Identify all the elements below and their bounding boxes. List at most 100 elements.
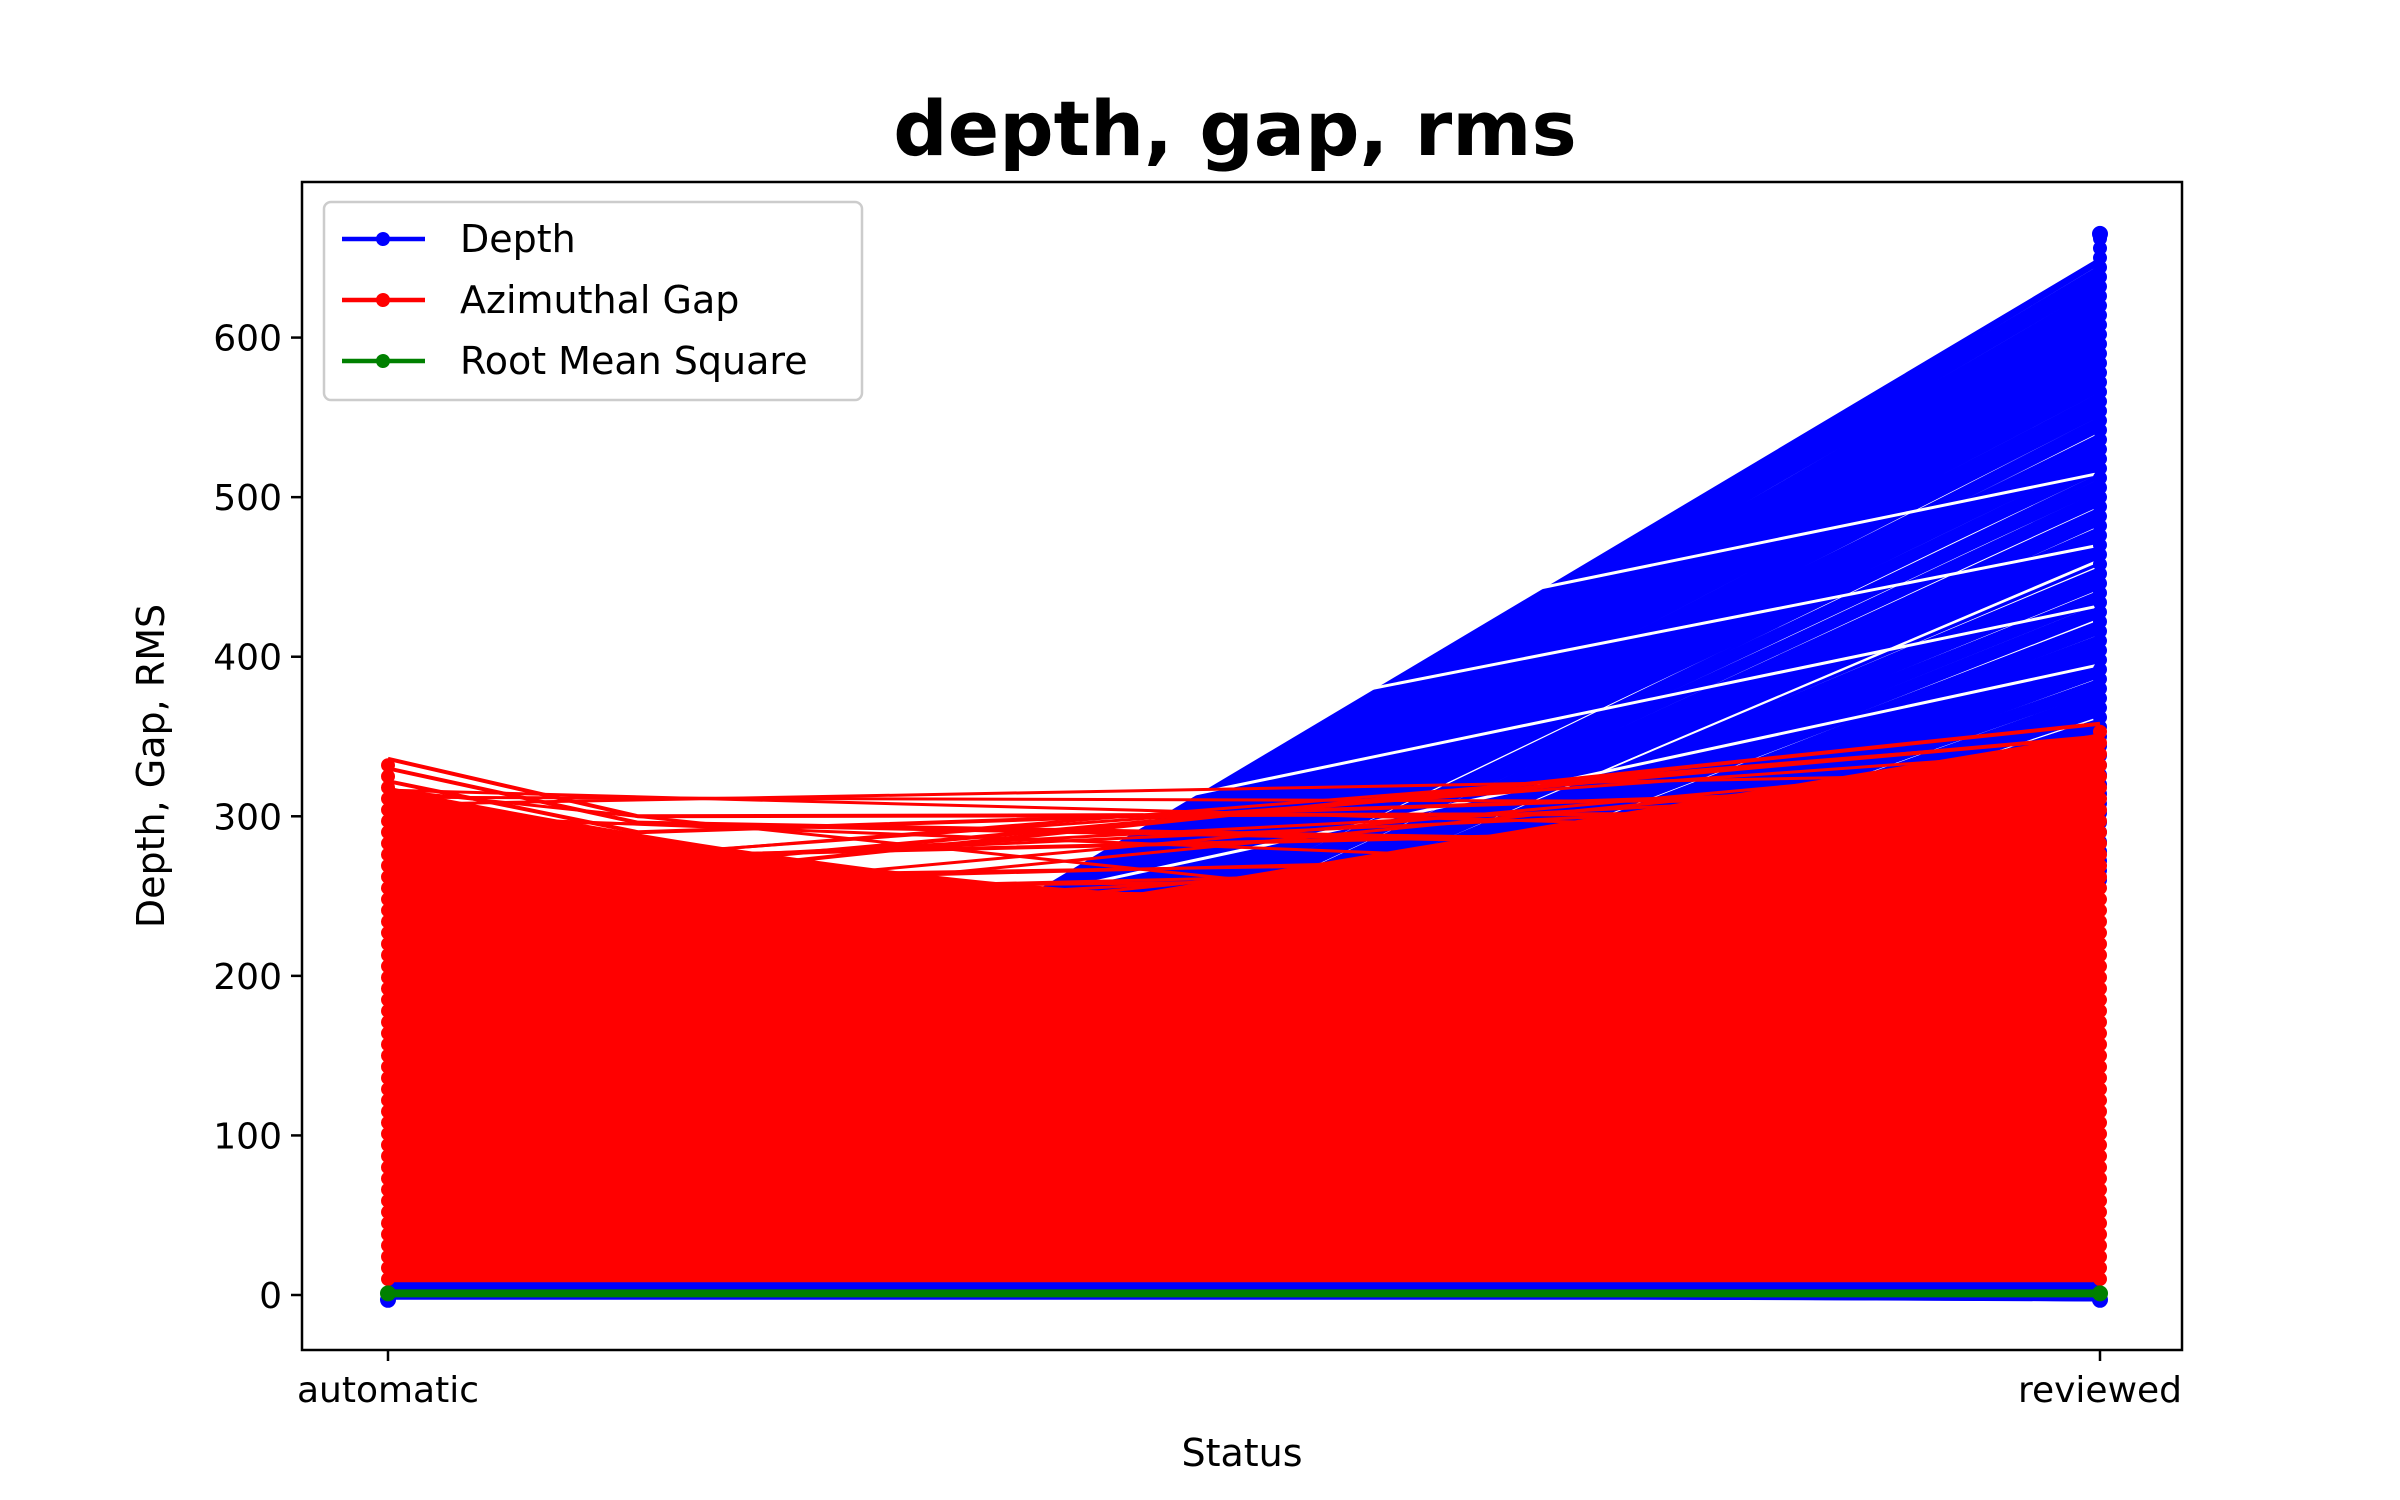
gap-line bbox=[387, 846, 2101, 1106]
gap-point bbox=[381, 1082, 395, 1097]
y-tick-label-600: 600 bbox=[213, 319, 282, 360]
depth-point bbox=[2093, 298, 2107, 313]
depth-point bbox=[2092, 225, 2108, 242]
gap-line bbox=[387, 838, 2101, 1262]
gap-point bbox=[2093, 936, 2107, 951]
y-tick-label-300: 300 bbox=[213, 797, 282, 838]
plot-area bbox=[302, 182, 2182, 1350]
gap-line bbox=[387, 950, 2101, 1226]
gap-line bbox=[387, 1227, 2101, 1283]
gap-line bbox=[387, 771, 2101, 807]
gap-point bbox=[2093, 1082, 2107, 1097]
depth-point bbox=[2093, 365, 2107, 380]
gap-point bbox=[381, 903, 395, 918]
gap-point bbox=[381, 1126, 395, 1141]
depth-point bbox=[2093, 633, 2107, 648]
gap-line bbox=[387, 748, 2101, 1148]
rms-series bbox=[380, 1285, 2108, 1302]
legend-label-1: Azimuthal Gap bbox=[460, 278, 739, 322]
rms-point bbox=[2092, 1285, 2108, 1302]
gap-point bbox=[2093, 881, 2107, 896]
depth-point bbox=[2093, 250, 2107, 265]
gap-point bbox=[381, 970, 395, 985]
depth-point bbox=[2093, 471, 2107, 486]
gap-point bbox=[2093, 769, 2107, 784]
gap-point bbox=[381, 1171, 395, 1186]
depth-point bbox=[2093, 375, 2107, 390]
legend-frame bbox=[322, 200, 864, 402]
depth-point bbox=[2093, 289, 2107, 304]
gap-line bbox=[387, 1025, 2101, 1128]
gap-point bbox=[2093, 981, 2107, 996]
gap-point bbox=[2093, 724, 2107, 739]
legend-marker-2 bbox=[376, 354, 390, 368]
gap-line bbox=[387, 834, 2101, 1176]
gap-point bbox=[2093, 1138, 2107, 1153]
gap-point bbox=[381, 802, 395, 817]
gap-point bbox=[2093, 992, 2107, 1007]
gap-point bbox=[2093, 1171, 2107, 1186]
gap-line bbox=[387, 793, 2101, 1281]
gap-line bbox=[387, 1047, 2101, 1147]
gap-point bbox=[2093, 847, 2107, 862]
gap-point bbox=[381, 881, 395, 896]
gap-point bbox=[381, 1003, 395, 1018]
gap-point bbox=[2093, 1182, 2107, 1197]
gap-point bbox=[381, 936, 395, 951]
depth-point bbox=[2093, 384, 2107, 399]
depth-point bbox=[2093, 461, 2107, 476]
gap-line bbox=[387, 788, 2101, 966]
gap-point bbox=[2093, 948, 2107, 963]
gap-line bbox=[387, 1152, 2101, 1216]
gap-line bbox=[387, 847, 2101, 1210]
gap-point bbox=[2093, 1249, 2107, 1264]
depth-point bbox=[2093, 269, 2107, 284]
gap-point bbox=[2093, 802, 2107, 817]
gap-point bbox=[2093, 836, 2107, 851]
gap-point bbox=[2093, 1149, 2107, 1164]
gap-point bbox=[2093, 892, 2107, 907]
gap-point bbox=[381, 1238, 395, 1253]
gap-line bbox=[387, 1124, 2101, 1196]
gap-point bbox=[381, 1093, 395, 1108]
gap-point bbox=[2093, 1238, 2107, 1253]
gap-point bbox=[2093, 1193, 2107, 1208]
legend-label-0: Depth bbox=[460, 217, 576, 261]
gap-point bbox=[2093, 814, 2107, 829]
depth-point bbox=[2093, 585, 2107, 600]
depth-point bbox=[2093, 509, 2107, 524]
gap-line bbox=[387, 1122, 2101, 1140]
gap-line bbox=[387, 830, 2101, 1173]
gap-point bbox=[2093, 1003, 2107, 1018]
depth-point bbox=[2093, 652, 2107, 667]
gap-point bbox=[381, 1059, 395, 1074]
depth-point bbox=[2093, 260, 2107, 275]
plot-frame bbox=[300, 180, 2184, 1352]
gap-line bbox=[387, 1009, 2101, 1071]
depth-point bbox=[2093, 279, 2107, 294]
depth-point bbox=[2093, 566, 2107, 581]
gap-line bbox=[387, 1099, 2101, 1217]
gap-point bbox=[381, 948, 395, 963]
depth-point bbox=[2093, 700, 2107, 715]
depth-point bbox=[2093, 241, 2107, 256]
azimuthal-gap-series bbox=[381, 721, 2107, 1287]
gap-point bbox=[381, 814, 395, 829]
gap-point bbox=[381, 847, 395, 862]
gap-point bbox=[381, 1048, 395, 1063]
depth-point bbox=[2093, 413, 2107, 428]
rms-point bbox=[380, 1285, 396, 1302]
gap-point bbox=[2093, 758, 2107, 773]
depth-point bbox=[2093, 672, 2107, 687]
y-tick-label-400: 400 bbox=[213, 638, 282, 679]
gap-line bbox=[387, 1150, 2101, 1186]
depth-point bbox=[2093, 538, 2107, 553]
depth-gap-line bbox=[1087, 543, 2101, 746]
gap-line bbox=[387, 885, 2101, 1074]
gap-point bbox=[2093, 1104, 2107, 1119]
y-tick-label-100: 100 bbox=[213, 1116, 282, 1157]
x-axis: automatic reviewed bbox=[297, 1350, 2182, 1411]
gap-point bbox=[2093, 1115, 2107, 1130]
gap-line bbox=[387, 779, 2101, 835]
